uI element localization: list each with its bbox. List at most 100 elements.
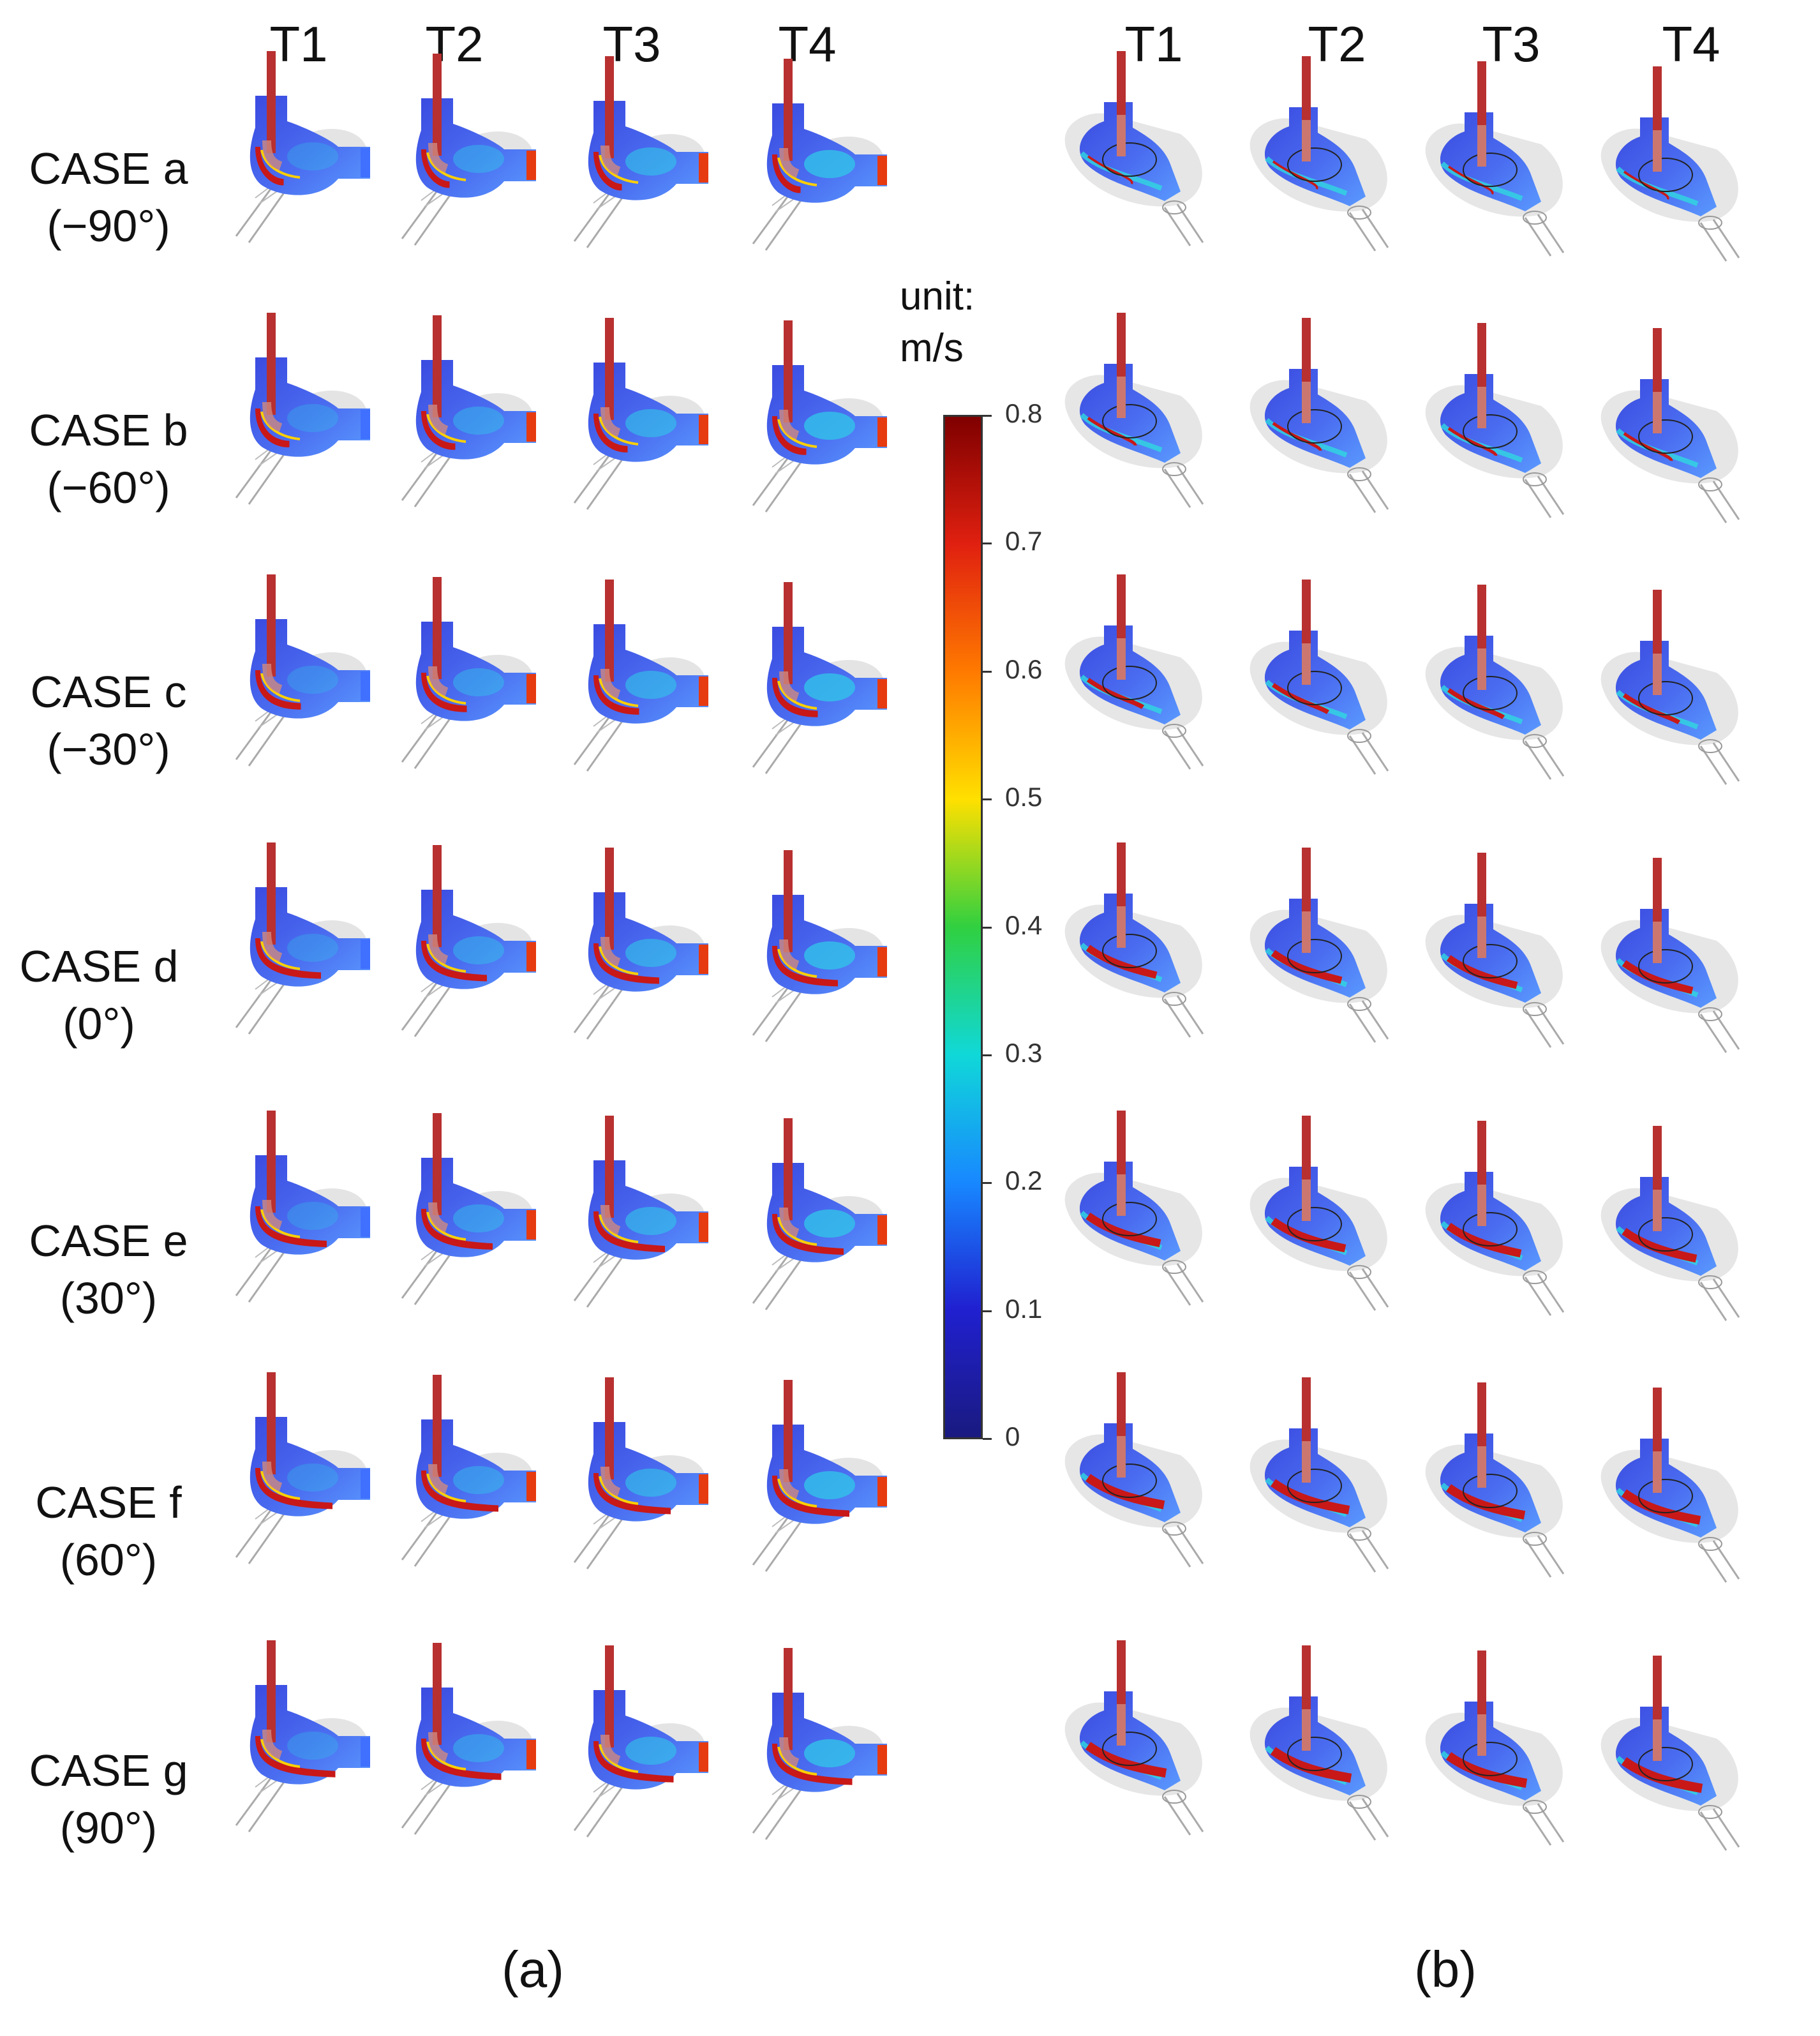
velocity-colorbar — [943, 415, 983, 1439]
simulation-thumbnail-b — [1238, 318, 1404, 516]
simulation-thumbnail-a — [727, 1648, 893, 1846]
simulation-thumbnail-a — [377, 315, 542, 513]
case-a-angle: (−90°) — [47, 200, 170, 251]
case-d-name: CASE d — [19, 941, 179, 991]
case-a-name: CASE a — [29, 144, 188, 193]
simulation-thumbnail-a — [549, 848, 715, 1045]
colorbar-tick-mark — [983, 926, 992, 929]
colorbar-unit-line1: unit: — [900, 274, 975, 318]
case-c-angle: (−30°) — [47, 724, 170, 774]
simulation-thumbnail-b — [1589, 66, 1755, 264]
simulation-thumbnail-b — [1589, 1388, 1755, 1585]
colorbar-tick-mark — [983, 1310, 992, 1312]
colorbar-tick-label: 0.2 — [1005, 1165, 1043, 1196]
simulation-thumbnail-a — [549, 1116, 715, 1314]
simulation-thumbnail-b — [1589, 858, 1755, 1056]
simulation-thumbnail-b — [1053, 313, 1219, 511]
simulation-thumbnail-a — [549, 56, 715, 254]
simulation-thumbnail-a — [549, 1645, 715, 1843]
colorbar-tick-label: 0.1 — [1005, 1293, 1043, 1324]
simulation-thumbnail-b — [1053, 1372, 1219, 1570]
simulation-thumbnail-a — [549, 318, 715, 516]
simulation-thumbnail-b — [1413, 585, 1579, 782]
simulation-thumbnail-a — [211, 1640, 377, 1838]
simulation-thumbnail-a — [211, 313, 377, 511]
colorbar-tick-mark — [983, 1054, 992, 1056]
case-e-label: CASE e (30°) — [3, 1213, 214, 1327]
case-g-label: CASE g (90°) — [3, 1742, 214, 1857]
simulation-thumbnail-b — [1589, 328, 1755, 526]
colorbar-tick-label: 0.3 — [1005, 1037, 1043, 1068]
simulation-thumbnail-a — [727, 1118, 893, 1316]
simulation-thumbnail-b — [1413, 1382, 1579, 1580]
case-c-name: CASE c — [30, 667, 187, 717]
panel-b-col-header-t2: T2 — [1308, 16, 1366, 72]
simulation-thumbnail-a — [727, 850, 893, 1048]
simulation-thumbnail-b — [1053, 1640, 1219, 1838]
simulation-thumbnail-b — [1238, 848, 1404, 1045]
simulation-thumbnail-a — [211, 842, 377, 1040]
simulation-thumbnail-b — [1589, 1656, 1755, 1853]
panel-b-label: (b) — [1414, 1941, 1477, 1998]
simulation-thumbnail-a — [727, 59, 893, 257]
case-b-name: CASE b — [29, 405, 188, 455]
colorbar-unit-line2: m/s — [900, 326, 964, 370]
colorbar-tick-label: 0.7 — [1005, 526, 1043, 557]
panel-a-col-header-t1: T1 — [269, 16, 328, 72]
case-c-label: CASE c (−30°) — [3, 664, 214, 778]
simulation-thumbnail-a — [377, 1643, 542, 1841]
simulation-thumbnail-b — [1589, 1126, 1755, 1324]
colorbar-tick-label: 0 — [1005, 1421, 1020, 1451]
simulation-thumbnail-a — [727, 1380, 893, 1578]
simulation-thumbnail-b — [1053, 1111, 1219, 1308]
simulation-thumbnail-b — [1238, 580, 1404, 777]
colorbar-tick-mark — [983, 670, 992, 673]
simulation-thumbnail-b — [1238, 1116, 1404, 1314]
case-a-label: CASE a (−90°) — [3, 140, 214, 255]
case-b-label: CASE b (−60°) — [3, 402, 214, 516]
simulation-thumbnail-a — [211, 1111, 377, 1308]
colorbar-tick-label: 0.4 — [1005, 909, 1043, 940]
simulation-thumbnail-b — [1238, 1377, 1404, 1575]
case-d-label: CASE d (0°) — [0, 938, 204, 1052]
colorbar-tick-label: 0.6 — [1005, 654, 1043, 684]
case-b-angle: (−60°) — [47, 462, 170, 513]
colorbar-tick-mark — [983, 1438, 992, 1440]
panel-b-col-header-t3: T3 — [1482, 16, 1540, 72]
panel-b-col-header-t4: T4 — [1662, 16, 1720, 72]
colorbar-tick-mark — [983, 798, 992, 801]
simulation-thumbnail-b — [1413, 323, 1579, 521]
case-e-angle: (30°) — [59, 1273, 158, 1323]
simulation-thumbnail-b — [1053, 574, 1219, 772]
colorbar-tick-label: 0.5 — [1005, 782, 1043, 812]
colorbar-unit-label: unit: m/s — [900, 271, 974, 374]
simulation-thumbnail-b — [1413, 853, 1579, 1051]
simulation-thumbnail-b — [1589, 590, 1755, 788]
simulation-thumbnail-a — [377, 1113, 542, 1311]
colorbar-tick-label: 0.8 — [1005, 398, 1043, 428]
simulation-thumbnail-a — [727, 320, 893, 518]
simulation-thumbnail-a — [377, 1375, 542, 1573]
simulation-thumbnail-a — [377, 54, 542, 251]
case-e-name: CASE e — [29, 1216, 188, 1266]
simulation-thumbnail-a — [727, 582, 893, 780]
case-f-angle: (60°) — [59, 1534, 158, 1585]
simulation-thumbnail-b — [1413, 1651, 1579, 1848]
simulation-thumbnail-a — [211, 574, 377, 772]
simulation-thumbnail-b — [1238, 1645, 1404, 1843]
colorbar-tick-mark — [983, 415, 992, 417]
simulation-thumbnail-a — [549, 1377, 715, 1575]
simulation-thumbnail-a — [211, 51, 377, 249]
panel-b-col-header-t1: T1 — [1124, 16, 1183, 72]
colorbar-tick-mark — [983, 543, 992, 545]
colorbar-tick-mark — [983, 1182, 992, 1185]
simulation-thumbnail-b — [1413, 1121, 1579, 1319]
simulation-thumbnail-b — [1053, 51, 1219, 249]
simulation-thumbnail-a — [549, 580, 715, 777]
simulation-thumbnail-a — [377, 577, 542, 775]
case-g-name: CASE g — [29, 1746, 188, 1795]
simulation-thumbnail-a — [377, 845, 542, 1043]
simulation-thumbnail-a — [211, 1372, 377, 1570]
case-g-angle: (90°) — [59, 1802, 158, 1853]
case-f-label: CASE f (60°) — [3, 1474, 214, 1589]
